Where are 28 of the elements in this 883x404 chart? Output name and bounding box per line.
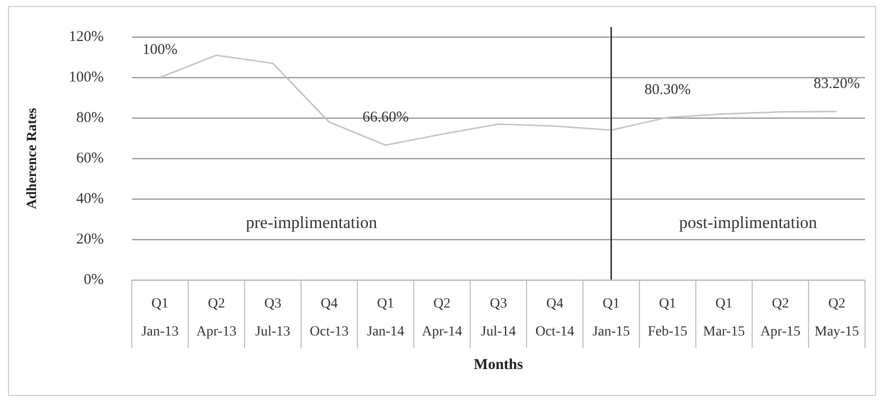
x-axis-title: Months — [474, 356, 524, 373]
x-tick-label: Q2 Apr-14 — [422, 296, 462, 340]
data-label: 66.60% — [362, 110, 409, 126]
x-tick-label: Q1 Jan-14 — [366, 296, 404, 340]
y-tick-label: 20% — [76, 231, 104, 248]
x-tick-label: Q1 Jan-13 — [141, 296, 179, 340]
x-tick-label: Q2 May-15 — [814, 296, 859, 340]
annotation: post-implimentation — [679, 212, 818, 232]
annotation: pre-implimentation — [246, 212, 378, 232]
x-tick-label: Q1 Mar-15 — [703, 296, 745, 340]
x-tick-label: Q2 Apr-15 — [760, 296, 800, 340]
x-tick-label: Q1 Feb-15 — [648, 296, 688, 340]
x-tick-label: Q1 Jan-15 — [592, 296, 630, 340]
y-tick-label: 120% — [68, 28, 104, 45]
y-tick-label: 60% — [76, 150, 104, 166]
y-axis-title: Adherence Rates — [25, 107, 40, 210]
x-tick-label: Q4 Oct-13 — [310, 296, 349, 340]
x-tick-label: Q4 Oct-14 — [535, 296, 574, 340]
x-tick-label: Q2 Apr-13 — [196, 296, 236, 340]
y-tick-label: 40% — [76, 190, 104, 207]
data-label: 83.20% — [814, 76, 860, 92]
y-tick-label: 80% — [76, 110, 104, 126]
x-tick-label: Q3 Jul-13 — [255, 296, 290, 340]
data-label: 80.30% — [644, 82, 691, 98]
x-tick-label: Q3 Jul-14 — [480, 296, 516, 340]
y-tick-label: 100% — [68, 69, 104, 86]
data-label: 100% — [142, 42, 178, 58]
y-tick-label: 0% — [84, 272, 104, 288]
